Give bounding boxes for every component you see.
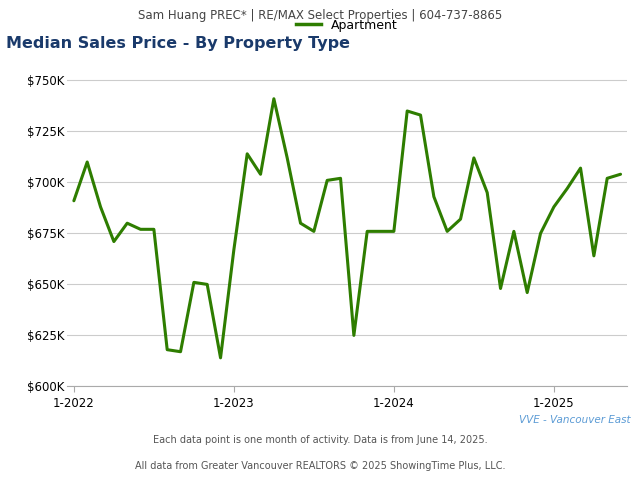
Legend: Apartment: Apartment [296, 19, 398, 32]
Text: Median Sales Price - By Property Type: Median Sales Price - By Property Type [6, 36, 351, 51]
Text: Sam Huang PREC* | RE/MAX Select Properties | 604-737-8865: Sam Huang PREC* | RE/MAX Select Properti… [138, 9, 502, 22]
Text: VVE - Vancouver East: VVE - Vancouver East [519, 415, 630, 425]
Text: Each data point is one month of activity. Data is from June 14, 2025.: Each data point is one month of activity… [153, 435, 487, 445]
Text: All data from Greater Vancouver REALTORS © 2025 ShowingTime Plus, LLC.: All data from Greater Vancouver REALTORS… [135, 461, 505, 471]
